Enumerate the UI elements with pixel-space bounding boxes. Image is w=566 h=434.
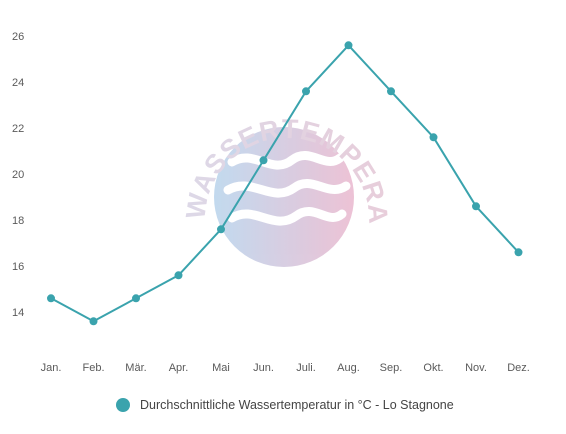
x-tick-label: Nov.: [465, 362, 487, 374]
y-tick-label: 18: [12, 215, 24, 227]
x-tick-label: Mär.: [125, 362, 146, 374]
x-tick-label: Juli.: [296, 362, 316, 374]
x-tick-label: Dez.: [507, 362, 530, 374]
data-point[interactable]: [174, 271, 183, 280]
data-point[interactable]: [89, 317, 98, 326]
data-point[interactable]: [259, 156, 268, 165]
data-point[interactable]: [47, 294, 55, 303]
series-group: [47, 41, 523, 326]
data-point[interactable]: [387, 87, 395, 96]
y-tick-label: 14: [12, 307, 24, 319]
data-point[interactable]: [344, 41, 353, 50]
legend-label: Durchschnittliche Wassertemperatur in °C…: [140, 398, 454, 412]
data-point[interactable]: [217, 225, 225, 234]
watermark-logo: WASSERTEMPERATUR.ORG: [0, 0, 392, 267]
y-tick-label: 20: [12, 169, 24, 181]
x-tick-label: Mai: [212, 362, 230, 374]
x-axis-ticks: Jan. Feb. Mär. Apr. Mai Jun. Juli. Aug. Sep. Okt.…: [41, 362, 530, 374]
series-line: [50, 44, 520, 323]
data-point[interactable]: [302, 87, 310, 96]
x-tick-label: Jan.: [41, 362, 62, 374]
data-point[interactable]: [472, 202, 480, 211]
x-tick-label: Jun.: [253, 362, 274, 374]
watermark-wave-1: [227, 150, 345, 170]
x-tick-label: Feb.: [82, 362, 104, 374]
watermark-wave-3: [227, 206, 347, 226]
y-tick-label: 24: [12, 77, 24, 89]
data-point[interactable]: [132, 294, 140, 303]
y-axis-ticks: 14 16 18 20 22 24 26: [12, 31, 24, 319]
data-point[interactable]: [429, 133, 438, 142]
x-tick-label: Aug.: [337, 362, 360, 374]
y-tick-label: 26: [12, 31, 24, 43]
x-tick-label: Okt.: [423, 362, 443, 374]
legend[interactable]: Durchschnittliche Wassertemperatur in °C…: [116, 398, 454, 412]
x-tick-label: Apr.: [169, 362, 189, 374]
y-tick-label: 16: [12, 261, 24, 273]
legend-marker: [116, 398, 130, 412]
y-tick-label: 22: [12, 123, 24, 135]
data-point[interactable]: [514, 248, 523, 257]
x-tick-label: Sep.: [380, 362, 403, 374]
